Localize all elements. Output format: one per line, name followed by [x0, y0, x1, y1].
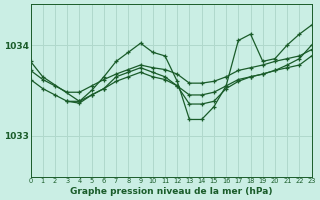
X-axis label: Graphe pression niveau de la mer (hPa): Graphe pression niveau de la mer (hPa) — [70, 187, 272, 196]
